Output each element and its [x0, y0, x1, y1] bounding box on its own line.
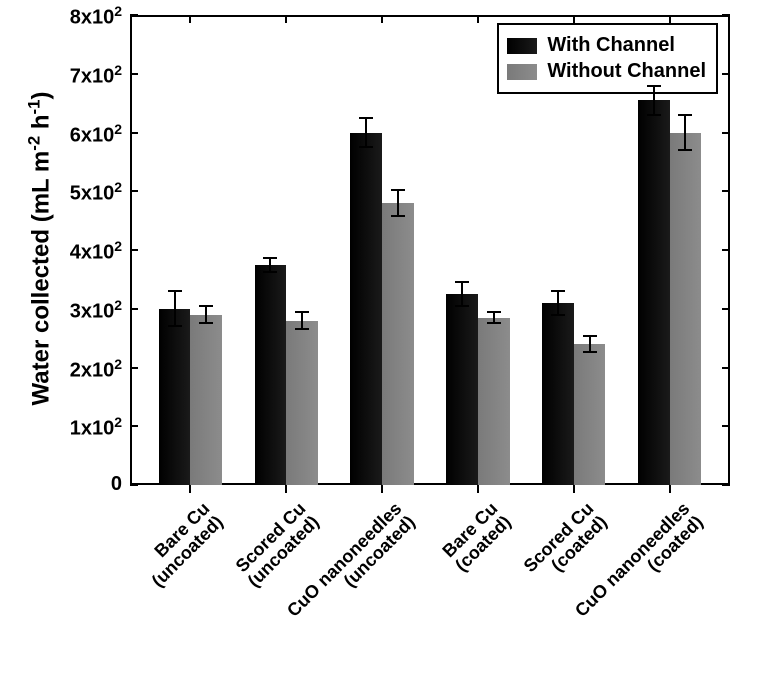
x-tick-mark	[189, 15, 191, 23]
y-tick-mark	[722, 132, 730, 134]
y-axis-label: Water collected (mL m-2 h-1)	[25, 89, 56, 409]
error-bar	[205, 306, 207, 324]
y-tick-label: 4x102	[70, 238, 122, 265]
y-tick-label: 1x102	[70, 414, 122, 441]
legend-item: With Channel	[507, 34, 706, 57]
bar	[574, 344, 606, 485]
bar	[446, 294, 478, 485]
y-tick-label: 5x102	[70, 179, 122, 206]
legend-label: With Channel	[547, 34, 675, 57]
error-cap	[487, 322, 501, 324]
y-tick-mark	[722, 308, 730, 310]
bar-chart: Water collected (mL m-2 h-1) With Channe…	[0, 0, 776, 681]
bar	[478, 318, 510, 485]
error-bar	[269, 258, 271, 272]
error-cap	[583, 335, 597, 337]
x-tick-mark	[189, 485, 191, 493]
error-bar	[557, 291, 559, 315]
error-cap	[199, 305, 213, 307]
y-tick-mark	[130, 132, 138, 134]
x-tick-mark	[669, 485, 671, 493]
error-bar	[301, 312, 303, 330]
bar	[255, 265, 287, 485]
error-cap	[647, 85, 661, 87]
x-tick-mark	[477, 485, 479, 493]
error-cap	[551, 314, 565, 316]
y-tick-mark	[722, 190, 730, 192]
x-tick-mark	[573, 485, 575, 493]
y-tick-mark	[722, 14, 730, 16]
x-tick-mark	[381, 485, 383, 493]
error-bar	[461, 282, 463, 306]
legend-label: Without Channel	[547, 60, 706, 83]
y-tick-mark	[130, 73, 138, 75]
x-tick-mark	[477, 15, 479, 23]
y-tick-label: 3x102	[70, 297, 122, 324]
y-tick-mark	[722, 484, 730, 486]
error-cap	[168, 325, 182, 327]
bar	[542, 303, 574, 485]
error-bar	[589, 336, 591, 351]
error-cap	[455, 305, 469, 307]
y-tick-mark	[722, 425, 730, 427]
error-bar	[397, 190, 399, 216]
y-tick-mark	[722, 73, 730, 75]
y-tick-mark	[130, 308, 138, 310]
error-bar	[365, 118, 367, 147]
bar	[190, 315, 222, 485]
y-tick-mark	[130, 484, 138, 486]
error-cap	[359, 117, 373, 119]
y-tick-label: 7x102	[70, 62, 122, 89]
error-cap	[263, 271, 277, 273]
legend: With Channel Without Channel	[497, 23, 718, 94]
error-cap	[295, 311, 309, 313]
x-tick-mark	[669, 15, 671, 23]
error-cap	[295, 328, 309, 330]
error-cap	[391, 215, 405, 217]
y-tick-label: 8x102	[70, 3, 122, 30]
bar	[159, 309, 191, 485]
error-cap	[551, 290, 565, 292]
y-tick-mark	[130, 367, 138, 369]
error-cap	[391, 189, 405, 191]
error-cap	[647, 114, 661, 116]
legend-item: Without Channel	[507, 60, 706, 83]
error-cap	[678, 114, 692, 116]
error-bar	[653, 86, 655, 115]
y-tick-label: 0	[111, 473, 122, 496]
legend-swatch	[507, 64, 537, 80]
y-tick-mark	[130, 249, 138, 251]
error-cap	[455, 281, 469, 283]
error-bar	[174, 291, 176, 326]
y-tick-mark	[722, 367, 730, 369]
error-cap	[678, 149, 692, 151]
y-tick-label: 2x102	[70, 356, 122, 383]
error-cap	[263, 257, 277, 259]
y-tick-mark	[130, 14, 138, 16]
error-cap	[168, 290, 182, 292]
x-tick-mark	[285, 15, 287, 23]
error-cap	[583, 351, 597, 353]
x-tick-mark	[285, 485, 287, 493]
error-cap	[199, 322, 213, 324]
error-bar	[684, 115, 686, 150]
bar	[350, 133, 382, 486]
x-tick-mark	[381, 15, 383, 23]
bar	[670, 133, 702, 486]
x-tick-mark	[573, 15, 575, 23]
legend-swatch	[507, 38, 537, 54]
bar	[286, 321, 318, 486]
y-tick-mark	[722, 249, 730, 251]
bar	[638, 100, 670, 485]
error-cap	[487, 311, 501, 313]
y-tick-label: 6x102	[70, 121, 122, 148]
y-tick-mark	[130, 190, 138, 192]
error-cap	[359, 146, 373, 148]
y-tick-mark	[130, 425, 138, 427]
bar	[382, 203, 414, 485]
